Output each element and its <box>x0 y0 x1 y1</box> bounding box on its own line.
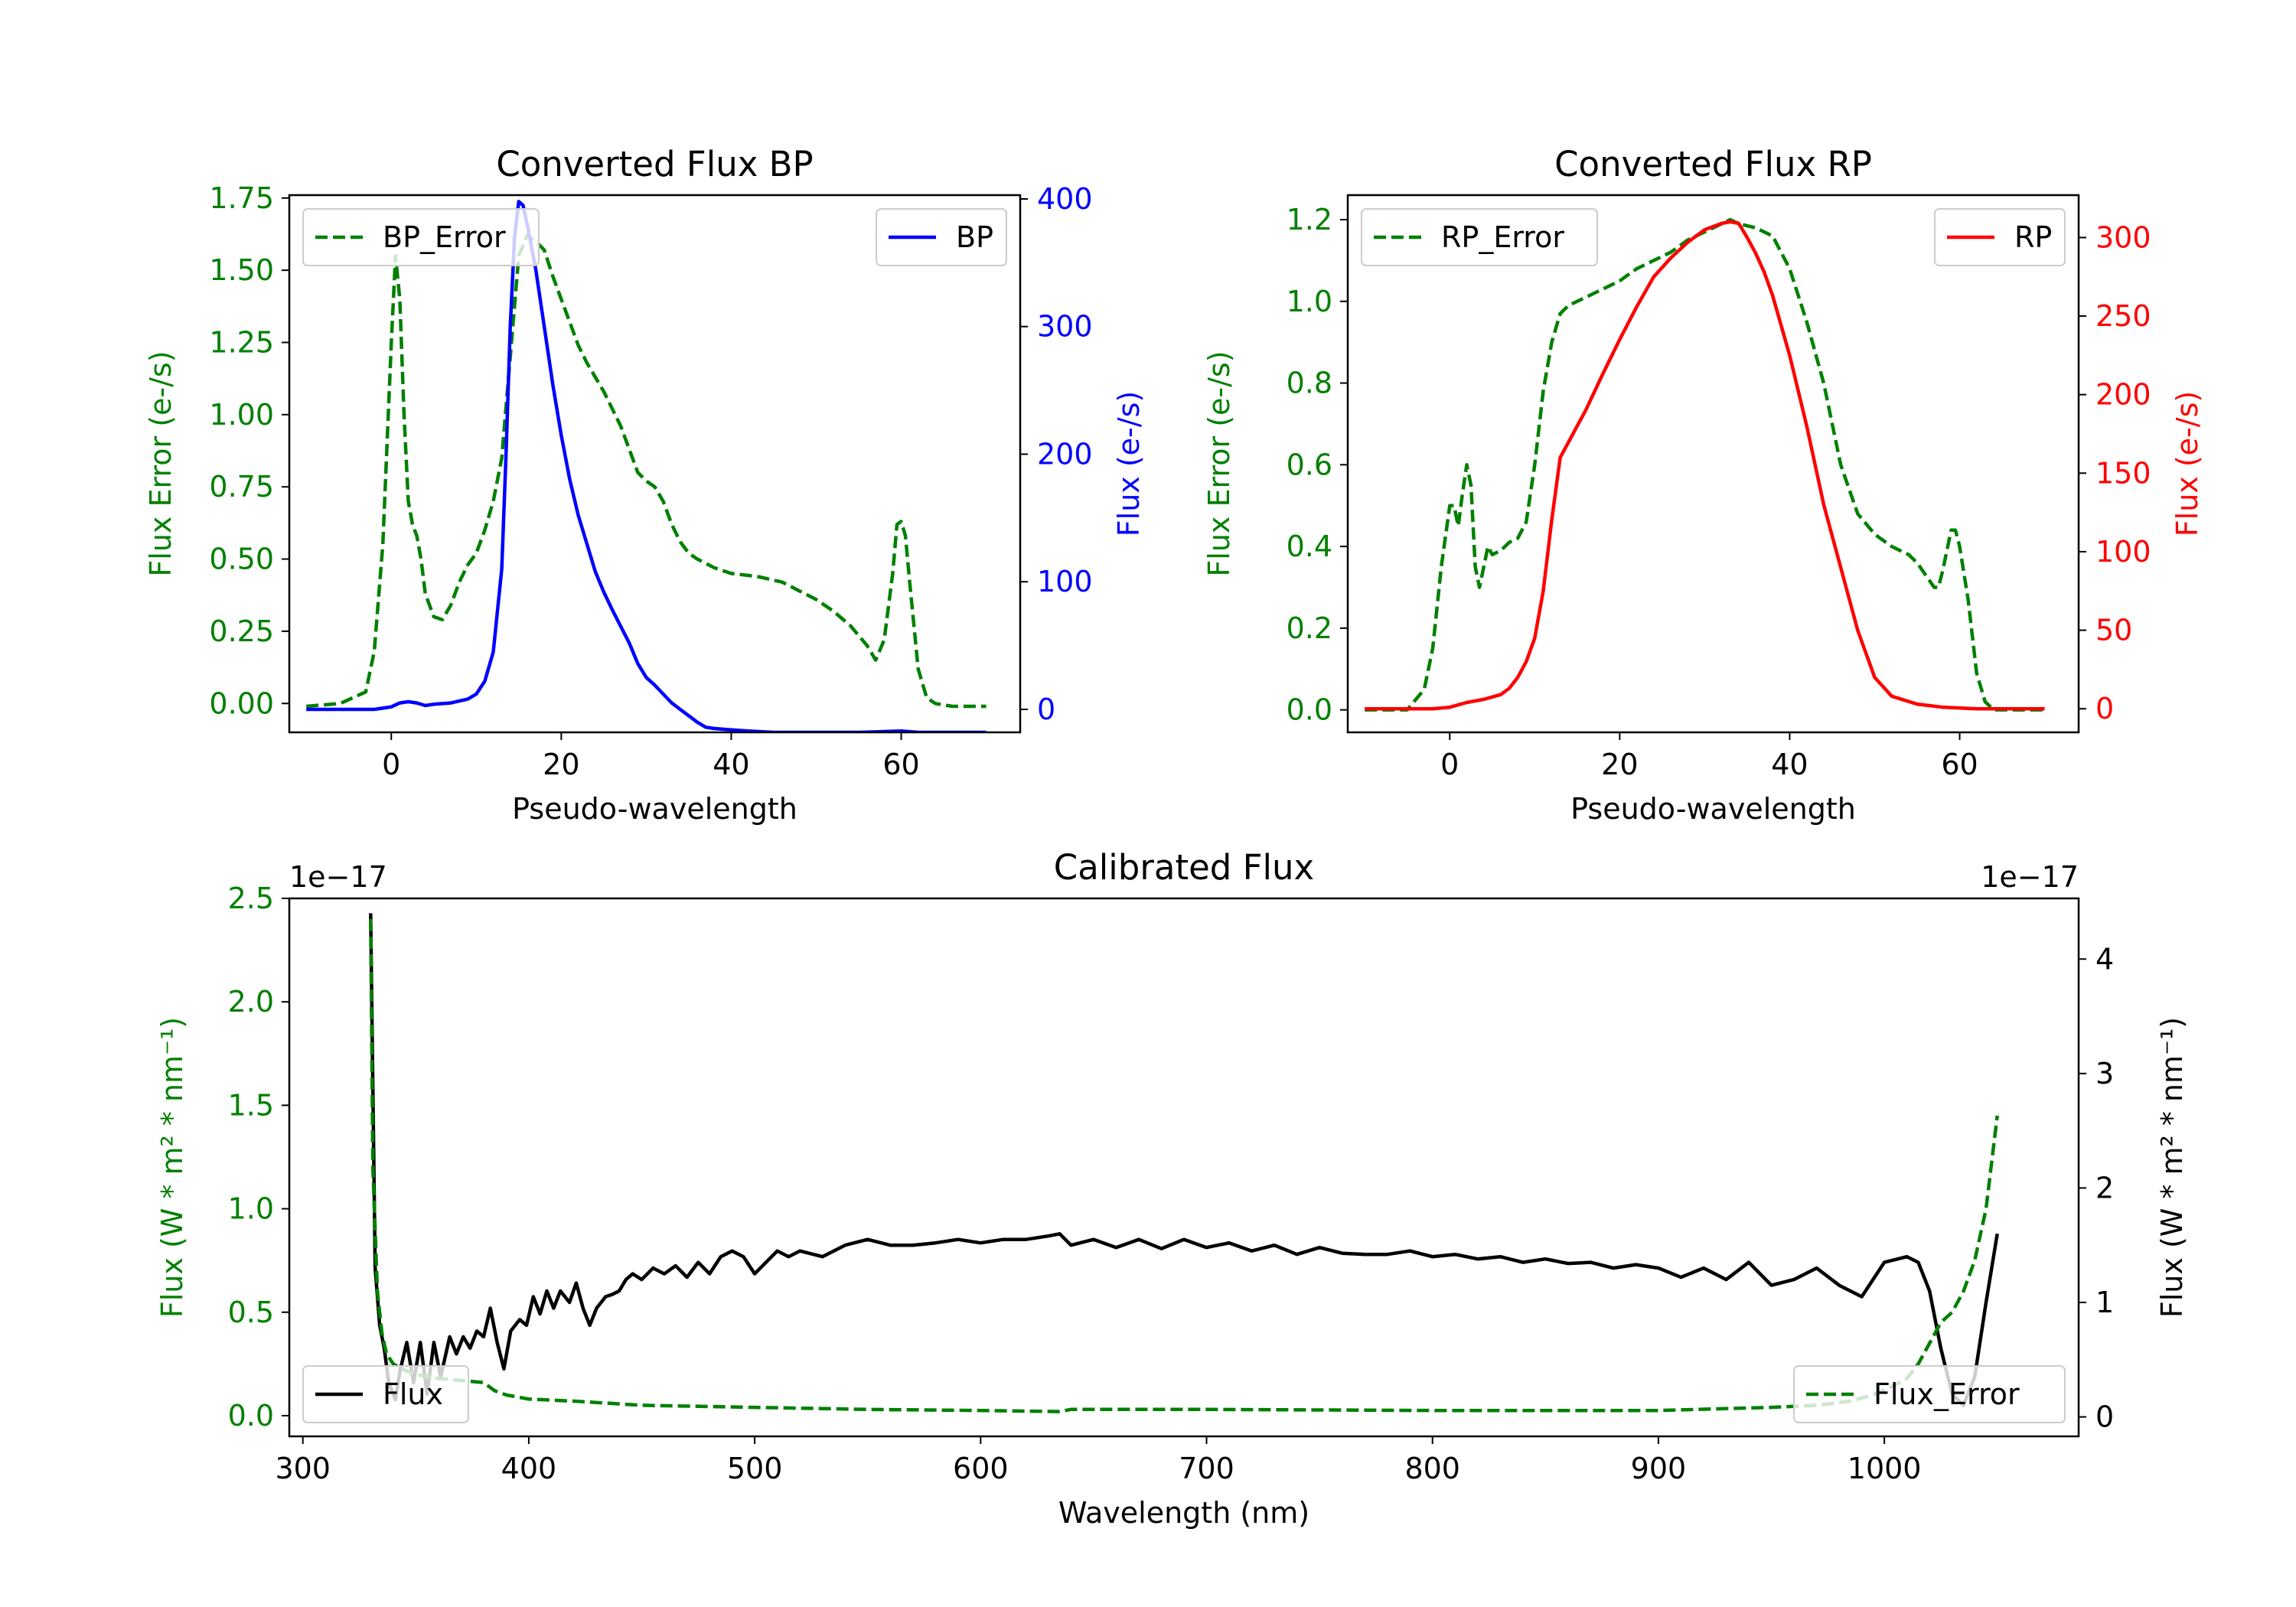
right-tick-label: 0 <box>1037 693 1055 726</box>
right-tick-label: 150 <box>2095 456 2151 490</box>
x-tick-label: 20 <box>543 748 579 781</box>
x-tick-label: 20 <box>1601 748 1638 781</box>
x-axis-label: Wavelength (nm) <box>1058 1496 1309 1530</box>
left-axis-label: Flux (W * m² * nm⁻¹) <box>155 1017 189 1318</box>
left-tick-label: 1.25 <box>209 325 274 359</box>
x-tick-label: 0 <box>1440 748 1459 781</box>
legend-box <box>302 208 540 266</box>
legend-label: BP_Error <box>383 220 506 254</box>
left-tick-label: 1.5 <box>228 1088 274 1122</box>
legend-bp: BP <box>876 208 1007 266</box>
left-axis-label: Flux Error (e-/s) <box>1202 350 1236 576</box>
left-tick-label: 0.8 <box>1287 367 1332 400</box>
left-tick-label: 1.2 <box>1287 203 1332 236</box>
x-tick-label: 40 <box>713 748 749 781</box>
x-tick-label: 0 <box>382 748 400 781</box>
left-offset-text: 1e−17 <box>289 860 387 894</box>
panel-title: Converted Flux RP <box>1554 144 1872 184</box>
left-tick-label: 2.5 <box>228 882 274 915</box>
x-tick-label: 300 <box>275 1452 331 1485</box>
legend-label: Flux_Error <box>1874 1377 2020 1411</box>
x-axis-label: Pseudo-wavelength <box>1570 792 1856 826</box>
plot-frame <box>1346 194 2080 734</box>
left-tick-label: 0.5 <box>228 1296 274 1329</box>
legend-label: RP <box>2014 220 2052 254</box>
right-tick-label: 400 <box>1037 182 1093 216</box>
x-tick-label: 600 <box>953 1452 1009 1485</box>
left-tick-label: 0.50 <box>209 543 274 576</box>
left-tick-label: 0.2 <box>1287 611 1332 645</box>
right-tick-label: 300 <box>2095 220 2151 254</box>
plot-frame <box>288 194 1022 734</box>
left-tick-label: 0.4 <box>1287 530 1332 563</box>
right-tick-label: 100 <box>1037 565 1093 598</box>
x-tick-label: 60 <box>1941 748 1978 781</box>
left-tick-label: 1.75 <box>209 181 274 215</box>
panel-title: Converted Flux BP <box>496 144 813 184</box>
legend-rp: RP <box>1934 208 2066 266</box>
x-axis-label: Pseudo-wavelength <box>512 792 797 826</box>
panel-converted-flux-bp: 0 20 40 60 Pseudo-wavelength 0.00 0.25 0.50 0.75… <box>144 144 1146 826</box>
series-line-bp <box>306 200 987 732</box>
legend-box <box>1361 208 1598 266</box>
x-tick-label: 700 <box>1179 1452 1234 1485</box>
right-tick-label: 2 <box>2095 1171 2114 1204</box>
right-tick-label: 50 <box>2095 614 2132 647</box>
left-tick-label: 0.6 <box>1287 448 1332 481</box>
right-tick-label: 4 <box>2095 942 2114 976</box>
panel-converted-flux-rp: 0 20 40 60 Pseudo-wavelength 0.0 0.2 0.4 0.6 0.8 1… <box>1202 144 2204 826</box>
legend-box <box>1793 1365 2066 1423</box>
right-tick-label: 200 <box>1037 437 1093 471</box>
right-tick-label: 100 <box>2095 535 2151 569</box>
legend-bp-error: BP_Error <box>302 208 540 266</box>
legend-box <box>302 1365 469 1423</box>
right-tick-label: 3 <box>2095 1057 2114 1090</box>
left-tick-label: 1.50 <box>209 253 274 287</box>
right-tick-label: 0 <box>2095 692 2114 725</box>
series-line-flux <box>369 913 1999 1407</box>
right-axis-label: Flux (e-/s) <box>2170 391 2204 536</box>
right-tick-label: 0 <box>2095 1400 2114 1434</box>
legend-label: BP <box>956 220 993 254</box>
right-offset-text: 1e−17 <box>1981 860 2079 894</box>
series-line-bp-error <box>306 233 987 709</box>
right-tick-label: 1 <box>2095 1286 2114 1319</box>
legend-flux: Flux <box>302 1365 469 1423</box>
x-tick-label: 800 <box>1404 1452 1460 1485</box>
left-tick-label: 0.0 <box>228 1399 274 1433</box>
x-tick-label: 60 <box>882 748 919 781</box>
x-tick-label: 900 <box>1631 1452 1687 1485</box>
legend-box <box>876 208 1007 266</box>
x-tick-label: 500 <box>727 1452 783 1485</box>
legend-rp-error: RP_Error <box>1361 208 1598 266</box>
x-tick-label: 1000 <box>1848 1452 1922 1485</box>
left-tick-label: 0.25 <box>209 614 274 648</box>
left-axis-label: Flux Error (e-/s) <box>144 350 178 576</box>
right-axis-label: Flux (W * m² * nm⁻¹) <box>2155 1017 2189 1318</box>
x-tick-label: 40 <box>1771 748 1808 781</box>
legend-label: Flux <box>383 1377 443 1411</box>
series-line-rp-error <box>1365 217 2045 712</box>
right-tick-label: 250 <box>2095 299 2151 333</box>
x-tick-label: 400 <box>501 1452 557 1485</box>
left-tick-label: 1.0 <box>1287 285 1332 318</box>
legend-box <box>1934 208 2066 266</box>
plot-frame <box>288 897 2080 1438</box>
right-tick-label: 200 <box>2095 378 2151 412</box>
left-tick-label: 0.75 <box>209 470 274 504</box>
left-tick-label: 0.00 <box>209 686 274 720</box>
left-tick-label: 1.00 <box>209 398 274 432</box>
legend-flux-error: Flux_Error <box>1793 1365 2066 1423</box>
panel-title: Calibrated Flux <box>1054 847 1314 888</box>
legend-label: RP_Error <box>1441 220 1564 254</box>
right-axis-label: Flux (e-/s) <box>1112 391 1146 536</box>
series-line-rp <box>1365 220 2045 711</box>
left-tick-label: 1.0 <box>228 1192 274 1226</box>
panel-calibrated-flux: 300 400 500 600 700 800 900 1000 Wavelength (nm)… <box>155 847 2189 1530</box>
left-tick-label: 0.0 <box>1287 693 1332 727</box>
right-tick-label: 300 <box>1037 310 1093 344</box>
left-tick-label: 2.0 <box>228 985 274 1019</box>
